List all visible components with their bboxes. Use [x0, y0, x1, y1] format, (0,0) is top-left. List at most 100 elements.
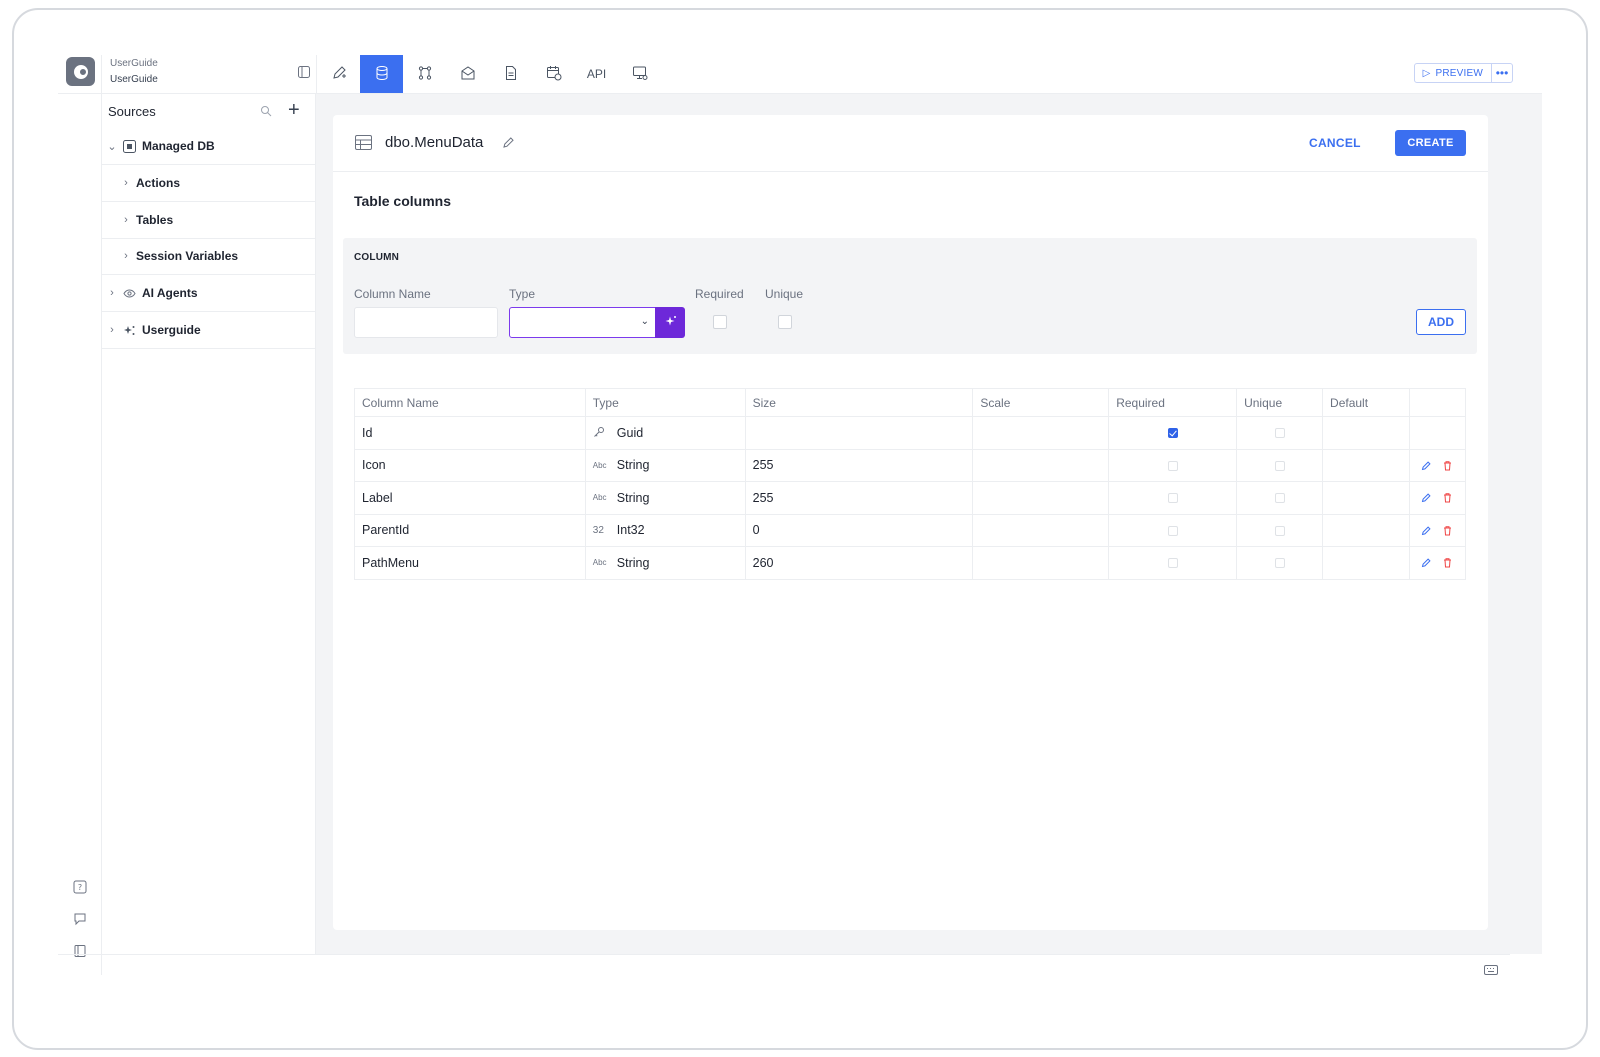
cell-actions [1408, 448, 1467, 482]
tree-item-userguide[interactable]: › Userguide [102, 312, 316, 349]
sidebar-toggle-icon[interactable] [298, 65, 312, 79]
unique-checkbox[interactable] [1274, 525, 1285, 536]
tree-item-tables[interactable]: › Tables [102, 202, 316, 239]
left-rail: ? [58, 55, 102, 975]
edit-icon[interactable] [1421, 557, 1432, 568]
add-source-button[interactable]: + [288, 99, 300, 121]
delete-icon[interactable] [1442, 460, 1453, 471]
type-name: String [616, 458, 650, 473]
cancel-button[interactable]: CANCEL [1309, 136, 1361, 150]
app-logo[interactable] [66, 57, 95, 86]
tree-item-ai-agents[interactable]: › AI Agents [102, 275, 316, 312]
cell-default [1322, 416, 1410, 450]
chevron-down-icon: ⌄ [107, 140, 117, 153]
unique-checkbox[interactable] [1274, 558, 1285, 569]
required-checkbox[interactable] [1167, 428, 1178, 439]
chevron-right-icon: › [124, 214, 128, 226]
cell-scale [972, 448, 1110, 482]
table-icon [355, 135, 373, 151]
column-name-input[interactable] [354, 307, 498, 338]
more-options-button[interactable]: ••• [1491, 63, 1513, 83]
cell-size: 0 [744, 513, 974, 547]
required-checkbox[interactable] [1167, 493, 1178, 504]
key-icon [593, 426, 611, 440]
cell-default [1322, 546, 1410, 580]
database-icon [374, 65, 390, 84]
workspace-brand: UserGuide UserGuide [110, 55, 316, 95]
cell-unique [1236, 416, 1324, 450]
header-column-name: Column Name [354, 388, 586, 417]
table-row[interactable]: Label Abc String 255 [354, 481, 1467, 515]
tab-documents[interactable] [489, 55, 532, 93]
preview-button[interactable]: ▷ PREVIEW [1413, 63, 1492, 83]
header-unique: Unique [1236, 388, 1324, 417]
edit-icon[interactable] [1421, 492, 1432, 503]
ai-suggest-button[interactable] [655, 307, 685, 338]
calendar-clock-icon [546, 65, 562, 84]
table-row[interactable]: Icon Abc String 255 [354, 448, 1467, 482]
tree-item-actions[interactable]: › Actions [102, 165, 316, 202]
cell-required [1108, 513, 1238, 547]
tree-item-session-variables[interactable]: › Session Variables [102, 238, 316, 275]
cell-actions [1408, 546, 1467, 580]
type-select[interactable]: ⌄ [509, 307, 656, 338]
tree-item-managed-db[interactable]: ⌄ Managed DB [102, 128, 316, 165]
book-icon[interactable] [72, 943, 88, 959]
tree-item-label: Managed DB [142, 139, 215, 153]
header-type: Type [584, 388, 746, 417]
help-icon[interactable]: ? [72, 879, 88, 895]
chat-icon[interactable] [72, 911, 88, 927]
tab-design[interactable] [317, 55, 360, 93]
tab-workflow[interactable] [403, 55, 446, 93]
add-column-button[interactable]: ADD [1416, 309, 1466, 335]
footer-divider [58, 954, 1510, 955]
required-checkbox[interactable] [1167, 460, 1178, 471]
unique-checkbox[interactable] [1274, 460, 1285, 471]
edit-table-name-icon[interactable] [502, 136, 516, 150]
chevron-right-icon: › [124, 177, 128, 189]
api-label: API [586, 67, 607, 81]
delete-icon[interactable] [1442, 525, 1453, 536]
delete-icon[interactable] [1442, 492, 1453, 503]
keyboard-icon[interactable] [1484, 962, 1498, 975]
cell-scale [972, 481, 1110, 515]
edit-icon[interactable] [1421, 525, 1432, 536]
tab-data[interactable] [360, 55, 403, 93]
delete-icon[interactable] [1442, 557, 1453, 568]
header-scale: Scale [972, 388, 1110, 417]
table-row[interactable]: ParentId 32 Int32 0 [354, 513, 1467, 547]
type-name: Int32 [616, 523, 645, 538]
required-checkbox[interactable] [1167, 525, 1178, 536]
tab-mail[interactable] [446, 55, 489, 93]
required-checkbox[interactable] [713, 315, 727, 329]
section-title: Table columns [354, 193, 451, 209]
required-checkbox[interactable] [1167, 558, 1178, 569]
sparkle-icon [122, 323, 136, 337]
header-size: Size [744, 388, 974, 417]
header-divider [58, 93, 1542, 94]
cell-default [1322, 448, 1410, 482]
cell-scale [972, 546, 1110, 580]
cell-size: 255 [744, 448, 974, 482]
tree-item-label: Userguide [142, 323, 201, 337]
int-type-icon: 32 [592, 524, 604, 536]
create-button[interactable]: CREATE [1395, 130, 1466, 156]
table-row[interactable]: PathMenu Abc String 260 [354, 546, 1467, 580]
unique-checkbox[interactable] [778, 315, 792, 329]
search-icon[interactable] [260, 104, 274, 118]
more-icon: ••• [1495, 66, 1509, 80]
preview-label: PREVIEW [1435, 67, 1483, 79]
unique-checkbox[interactable] [1274, 493, 1285, 504]
main-content: dbo.MenuData CANCEL CREATE Table columns… [316, 94, 1542, 954]
table-row[interactable]: Id Guid [354, 416, 1467, 450]
tab-api[interactable]: API [575, 55, 618, 93]
app-window: ? UserGuide UserGuide API ▷ PREVIEW ••• S… [58, 55, 1542, 975]
tab-schedule[interactable] [532, 55, 575, 93]
header-default: Default [1322, 388, 1410, 417]
document-icon [503, 65, 519, 84]
unique-checkbox[interactable] [1274, 428, 1285, 439]
cell-column-name: PathMenu [354, 546, 586, 580]
edit-icon[interactable] [1421, 460, 1432, 471]
tab-screens[interactable] [618, 55, 661, 93]
rail-bottom-icons: ? [58, 879, 102, 959]
